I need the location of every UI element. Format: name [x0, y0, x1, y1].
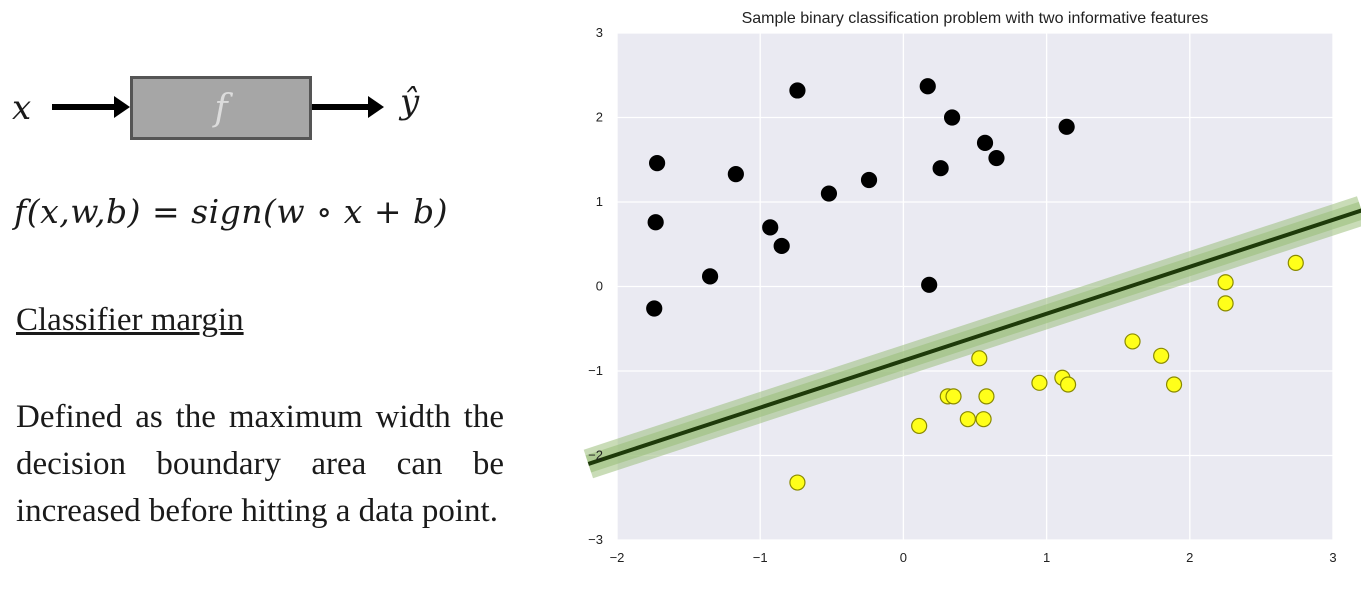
x-tick-label: 0	[900, 550, 907, 565]
point-class-black	[976, 134, 994, 151]
point-class-yellow	[1124, 333, 1141, 350]
point-class-black	[773, 237, 790, 255]
point-class-yellow	[975, 411, 992, 428]
x-tick-label: −1	[753, 550, 768, 565]
output-arrow-icon	[312, 96, 384, 118]
point-class-black	[647, 214, 664, 231]
point-class-black	[820, 185, 838, 202]
input-variable: x	[12, 88, 32, 128]
scatter-chart: −2 −1 0 1 2 3 3 2 1 0 −1 −2 −3 Sample binary classif…	[583, 10, 1361, 565]
output-variable: ŷ	[400, 82, 420, 122]
x-tick-label: 1	[1043, 550, 1050, 565]
point-class-black	[1058, 118, 1075, 135]
function-box: f	[130, 76, 312, 140]
axis-ticks: −2 −1 0 1 2 3 3 2 1 0 −1 −2 −3	[588, 25, 1336, 565]
left-panel: x f ŷ f(x,w,b) = sign(w ∘ x + b) Classif…	[0, 0, 560, 591]
point-class-yellow	[978, 388, 995, 405]
point-class-black	[762, 219, 779, 236]
y-tick-label: 2	[596, 110, 603, 125]
margin-description: Defined as the maximum width the decisio…	[16, 399, 504, 529]
point-class-yellow	[1059, 376, 1077, 393]
data-points	[646, 78, 1304, 491]
point-class-black	[921, 276, 938, 293]
point-class-black	[646, 300, 663, 317]
point-class-yellow	[945, 388, 962, 405]
point-class-yellow	[959, 411, 976, 428]
point-class-yellow	[1165, 376, 1183, 393]
margin-band	[583, 196, 1361, 479]
point-class-yellow	[971, 350, 988, 367]
y-tick-label: −2	[588, 448, 603, 463]
point-class-yellow	[1217, 295, 1234, 312]
x-tick-label: −2	[610, 550, 625, 565]
y-tick-label: −3	[588, 532, 603, 547]
y-tick-label: 3	[596, 25, 603, 40]
point-class-black	[932, 160, 949, 177]
y-tick-label: −1	[588, 363, 603, 378]
point-class-black	[860, 171, 878, 189]
x-tick-label: 2	[1186, 550, 1193, 565]
point-class-black	[789, 82, 806, 99]
point-class-black	[727, 166, 744, 183]
grid-lines	[616, 32, 1334, 541]
x-tick-label: 3	[1329, 550, 1336, 565]
point-class-black	[701, 268, 719, 285]
point-class-yellow	[1153, 347, 1170, 364]
chart-title: Sample binary classification problem wit…	[742, 10, 1209, 27]
input-arrow-icon	[52, 96, 130, 118]
section-heading: Classifier margin	[16, 302, 244, 338]
point-class-yellow	[1217, 274, 1234, 291]
point-class-yellow	[789, 474, 806, 491]
point-class-black	[988, 149, 1005, 167]
decision-boundary-line	[587, 208, 1361, 466]
point-class-yellow	[911, 417, 928, 435]
point-class-black	[919, 78, 936, 95]
point-class-black	[943, 109, 961, 126]
point-class-yellow	[1287, 254, 1304, 271]
y-tick-label: 1	[596, 194, 603, 209]
classifier-formula: f(x,w,b) = sign(w ∘ x + b)	[14, 192, 449, 231]
point-class-yellow	[1031, 374, 1048, 391]
point-class-black	[648, 155, 666, 172]
y-tick-label: 0	[596, 279, 603, 294]
